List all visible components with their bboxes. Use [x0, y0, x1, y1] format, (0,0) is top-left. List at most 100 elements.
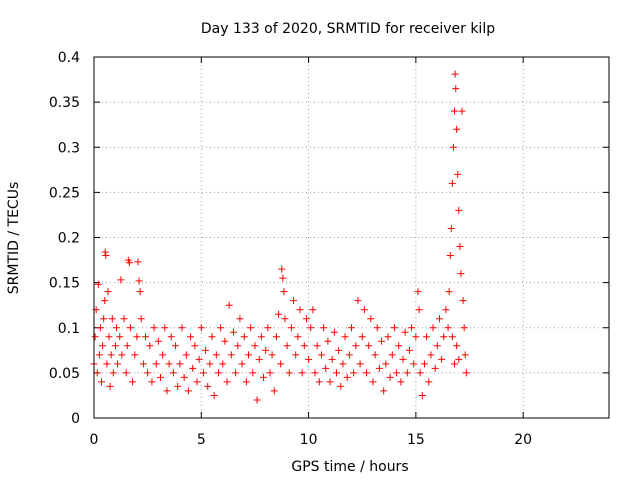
data-point [317, 351, 325, 359]
data-point [120, 315, 128, 323]
data-point [214, 369, 222, 377]
data-point [272, 333, 280, 341]
data-point [460, 324, 468, 332]
data-point [167, 333, 175, 341]
data-point [337, 382, 345, 390]
data-point [96, 324, 104, 332]
data-point [287, 324, 295, 332]
data-point [393, 369, 401, 377]
data-point [403, 369, 411, 377]
data-point [212, 351, 220, 359]
chart-title: Day 133 of 2020, SRMTID for receiver kil… [201, 21, 495, 37]
data-point [157, 373, 165, 381]
data-point [350, 369, 358, 377]
data-point [294, 333, 302, 341]
data-point [107, 351, 115, 359]
data-point [137, 315, 145, 323]
data-point [264, 324, 272, 332]
data-point [229, 328, 237, 336]
data-point [446, 252, 454, 260]
data-point [106, 382, 114, 390]
data-point [208, 333, 216, 341]
y-tick-label: 0.05 [49, 366, 80, 382]
data-point [335, 346, 343, 354]
data-point [232, 369, 240, 377]
data-point [193, 378, 201, 386]
data-point [100, 315, 108, 323]
data-point [452, 85, 460, 93]
data-point [449, 143, 457, 151]
data-point [176, 360, 184, 368]
data-point [129, 378, 137, 386]
data-point [240, 333, 248, 341]
data-point [345, 351, 353, 359]
data-point [257, 333, 265, 341]
data-point [223, 378, 231, 386]
data-point [455, 355, 463, 363]
data-point [360, 306, 368, 314]
data-point [322, 364, 330, 372]
y-tick-label: 0.3 [58, 140, 80, 156]
data-point [382, 360, 390, 368]
data-point [268, 351, 276, 359]
x-tick-label: 15 [407, 432, 425, 448]
data-point [363, 369, 371, 377]
data-point [440, 333, 448, 341]
data-point [280, 288, 288, 296]
data-point [296, 306, 304, 314]
data-point [135, 277, 143, 285]
data-point [210, 391, 218, 399]
data-point [219, 360, 227, 368]
data-point [279, 274, 287, 282]
data-point [343, 373, 351, 381]
data-point [378, 337, 386, 345]
data-point [341, 333, 349, 341]
data-point [99, 342, 107, 350]
data-point [435, 315, 443, 323]
data-point [401, 328, 409, 336]
data-point [144, 369, 152, 377]
data-point [369, 378, 377, 386]
data-point [187, 333, 195, 341]
data-point [418, 391, 426, 399]
data-point [292, 351, 300, 359]
data-point [354, 297, 362, 305]
data-point [101, 297, 109, 305]
data-point [420, 360, 428, 368]
data-point [285, 369, 293, 377]
y-axis-title: SRMTID / TECUs [6, 182, 22, 295]
data-point [423, 333, 431, 341]
data-point [380, 387, 388, 395]
data-point [427, 351, 435, 359]
data-point [438, 355, 446, 363]
data-point [245, 351, 252, 359]
data-point [113, 324, 121, 332]
data-point [300, 342, 308, 350]
data-point [453, 125, 461, 133]
data-point [315, 378, 323, 386]
data-point [415, 306, 423, 314]
data-point [281, 315, 289, 323]
data-point [275, 310, 283, 318]
data-point [395, 342, 403, 350]
y-tick-label: 0.25 [49, 185, 80, 201]
data-point [159, 351, 167, 359]
data-point [307, 324, 315, 332]
data-point [445, 288, 453, 296]
data-point [102, 252, 110, 260]
data-point [320, 324, 328, 332]
data-point [305, 355, 313, 363]
data-point [236, 315, 244, 323]
data-point [462, 369, 470, 377]
data-point [133, 333, 141, 341]
data-point [108, 315, 116, 323]
data-point [358, 333, 366, 341]
data-point [412, 333, 420, 341]
data-point [414, 288, 422, 296]
y-tick-label: 0 [71, 411, 80, 427]
data-point [328, 355, 336, 363]
data-point [225, 301, 233, 309]
data-point [165, 360, 173, 368]
data-point [324, 337, 332, 345]
